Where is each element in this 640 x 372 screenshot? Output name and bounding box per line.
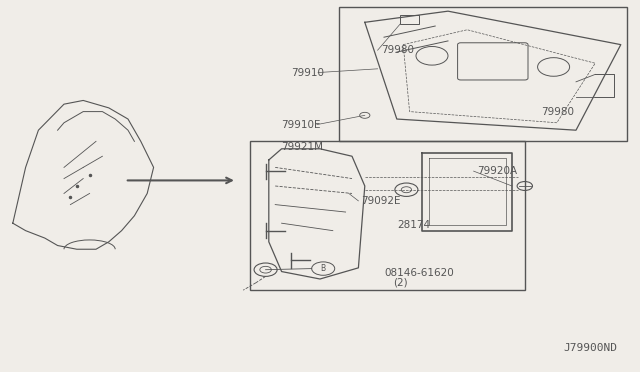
Text: 79092E: 79092E <box>362 196 401 206</box>
Text: 79910: 79910 <box>291 68 324 77</box>
Text: 79980: 79980 <box>541 107 574 116</box>
Text: B: B <box>321 264 326 273</box>
Text: 79980: 79980 <box>381 45 414 55</box>
Bar <box>400 15 419 24</box>
Text: 08146-61620: 08146-61620 <box>384 269 454 278</box>
Bar <box>250 141 525 290</box>
Text: 79910E: 79910E <box>282 120 321 129</box>
Text: J79900ND: J79900ND <box>563 343 617 353</box>
Text: (2): (2) <box>394 278 408 288</box>
Text: 79921M: 79921M <box>282 142 324 152</box>
Text: 28174: 28174 <box>397 220 430 230</box>
Bar <box>339 7 627 141</box>
Text: 79920A: 79920A <box>477 166 517 176</box>
